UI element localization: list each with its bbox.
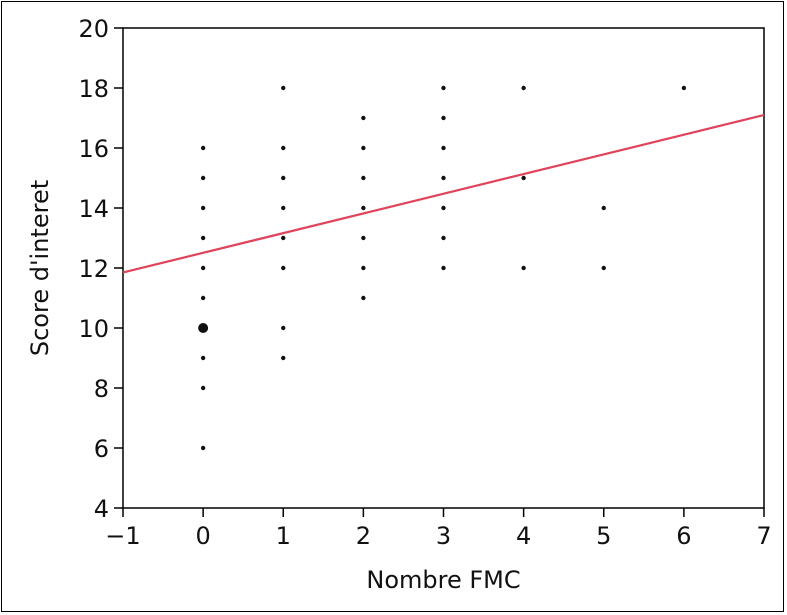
data-point xyxy=(521,175,526,181)
data-point xyxy=(281,355,286,361)
x-tick-label: 4 xyxy=(516,522,531,550)
data-point xyxy=(521,265,526,271)
data-point xyxy=(281,205,286,211)
y-tick-label: 20 xyxy=(78,15,109,43)
data-point xyxy=(601,205,606,211)
x-tick-label: 2 xyxy=(356,522,371,550)
x-tick-label: 7 xyxy=(756,522,771,550)
data-point xyxy=(361,295,366,301)
data-point xyxy=(281,235,286,241)
data-point xyxy=(361,235,366,241)
y-axis-title: Score d'interet xyxy=(26,180,54,356)
y-tick-label: 10 xyxy=(78,315,109,343)
data-point xyxy=(441,265,446,271)
data-point xyxy=(361,265,366,271)
data-point xyxy=(521,85,526,91)
x-tick-label: 5 xyxy=(596,522,611,550)
x-tick-label: 1 xyxy=(276,522,291,550)
data-points xyxy=(198,85,687,451)
y-tick-label: 16 xyxy=(78,135,109,163)
data-point xyxy=(441,85,446,91)
y-tick-label: 12 xyxy=(78,255,109,283)
x-axis-title: Nombre FMC xyxy=(366,566,520,594)
data-point xyxy=(200,265,206,271)
y-tick-label: 18 xyxy=(78,75,109,103)
y-tick-label: 14 xyxy=(78,195,109,223)
x-tick-label: 0 xyxy=(195,522,210,550)
y-tick-label: 8 xyxy=(94,375,109,403)
data-point xyxy=(441,175,446,181)
x-axis: −1 0 1 2 3 4 5 6 7 xyxy=(105,508,772,550)
data-point xyxy=(200,385,206,391)
data-point xyxy=(361,175,366,181)
y-tick-label: 6 xyxy=(94,435,109,463)
data-point xyxy=(281,145,286,151)
data-point xyxy=(441,205,446,211)
data-point xyxy=(200,205,206,211)
x-tick-label: 6 xyxy=(676,522,691,550)
data-point xyxy=(361,205,366,211)
data-point xyxy=(200,355,206,361)
data-point xyxy=(200,445,206,451)
data-point xyxy=(281,265,286,271)
data-point xyxy=(200,295,206,301)
y-tick-label: 4 xyxy=(94,495,109,523)
regression-line xyxy=(122,113,765,274)
data-point xyxy=(361,145,366,151)
x-tick-label: −1 xyxy=(105,522,140,550)
data-point xyxy=(441,235,446,241)
data-point xyxy=(198,323,209,333)
data-point xyxy=(281,85,286,91)
data-point xyxy=(200,235,206,241)
y-axis: 4 6 8 10 12 14 16 18 20 xyxy=(78,15,123,523)
data-point xyxy=(441,115,446,121)
data-point xyxy=(601,265,606,271)
data-point xyxy=(681,85,687,91)
data-point xyxy=(361,115,366,121)
data-point xyxy=(200,175,206,181)
data-point xyxy=(441,145,446,151)
data-point xyxy=(281,175,286,181)
data-point xyxy=(281,325,286,331)
x-tick-label: 3 xyxy=(436,522,451,550)
data-point xyxy=(200,145,206,151)
